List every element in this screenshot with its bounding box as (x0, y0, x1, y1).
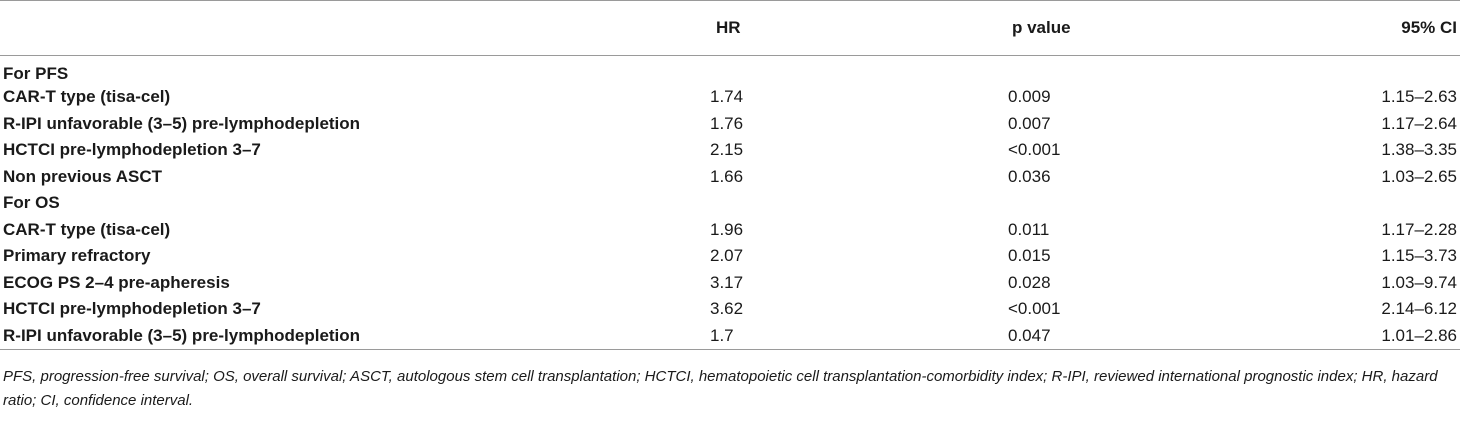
row-hr (660, 56, 850, 85)
row-p-value (850, 56, 1150, 85)
table-header: HR p value 95% CI (0, 0, 1460, 56)
row-p-value (850, 190, 1150, 217)
table-footnote: PFS, progression-free survival; OS, over… (3, 368, 1438, 409)
table-row: ECOG PS 2–4 pre-apheresis 3.17 0.028 1.0… (0, 270, 1460, 297)
row-p-value: 0.047 (850, 322, 1150, 350)
row-p-value: 0.015 (1008, 246, 1051, 266)
row-hr: 1.66 (710, 166, 744, 186)
table-row: CAR-T type (tisa-cel) 1.96 0.011 1.17–2.… (0, 217, 1460, 244)
header-ci: 95% CI (1150, 0, 1460, 56)
row-hr: 1.7 (660, 322, 850, 350)
row-ci: 2.14–6.12 (1381, 299, 1457, 319)
row-ci (1150, 190, 1460, 217)
row-ci: 1.03–2.65 (1381, 166, 1457, 186)
row-ci: 1.01–2.86 (1150, 322, 1460, 350)
results-table-container: HR p value 95% CI For PFS CAR-T type (ti… (0, 0, 1460, 350)
row-label: Primary refractory (3, 246, 151, 266)
row-hr: 2.07 (710, 246, 744, 266)
row-p-value: <0.001 (1008, 299, 1061, 319)
row-ci: 1.17–2.28 (1381, 219, 1457, 239)
table-row: R-IPI unfavorable (3–5) pre-lymphodeplet… (0, 322, 1460, 350)
row-hr: 3.62 (710, 299, 744, 319)
results-table: HR p value 95% CI For PFS CAR-T type (ti… (0, 0, 1460, 350)
header-label (0, 0, 660, 56)
row-label: For PFS (3, 64, 69, 83)
row-p-value: 0.028 (1008, 272, 1051, 292)
row-label: For OS (3, 193, 60, 213)
row-p-value: 0.011 (1008, 219, 1050, 239)
row-hr: 3.17 (710, 272, 744, 292)
row-label: CAR-T type (tisa-cel) (3, 87, 171, 107)
row-p-value: 0.007 (1008, 113, 1051, 133)
row-ci: 1.15–3.73 (1381, 246, 1457, 266)
row-p-value: 0.009 (1008, 87, 1051, 107)
header-p-value: p value (850, 0, 1150, 56)
row-ci: 1.17–2.64 (1381, 113, 1457, 133)
table-row: Non previous ASCT 1.66 0.036 1.03–2.65 (0, 164, 1460, 191)
table-row: For PFS (0, 56, 1460, 85)
header-hr: HR (660, 0, 850, 56)
table-row: CAR-T type (tisa-cel) 1.74 0.009 1.15–2.… (0, 84, 1460, 111)
row-hr (660, 190, 850, 217)
table-row: HCTCI pre-lymphodepletion 3–7 2.15 <0.00… (0, 137, 1460, 164)
row-hr: 1.96 (710, 219, 744, 239)
row-hr: 1.76 (710, 113, 744, 133)
row-hr: 2.15 (710, 140, 744, 160)
table-row: R-IPI unfavorable (3–5) pre-lymphodeplet… (0, 111, 1460, 138)
row-ci (1150, 56, 1460, 85)
row-p-value: 0.036 (1008, 166, 1051, 186)
row-label: HCTCI pre-lymphodepletion 3–7 (3, 299, 261, 319)
header-row: HR p value 95% CI (0, 0, 1460, 56)
row-label: R-IPI unfavorable (3–5) pre-lymphodeplet… (0, 322, 660, 350)
row-label: R-IPI unfavorable (3–5) pre-lymphodeplet… (3, 113, 361, 133)
row-p-value: <0.001 (1008, 140, 1061, 160)
table-row: For OS (0, 190, 1460, 217)
row-label: ECOG PS 2–4 pre-apheresis (3, 272, 230, 292)
row-label: Non previous ASCT (3, 166, 162, 186)
row-label: HCTCI pre-lymphodepletion 3–7 (3, 140, 261, 160)
row-ci: 1.15–2.63 (1381, 87, 1457, 107)
table-body: For PFS CAR-T type (tisa-cel) 1.74 0.009… (0, 56, 1460, 350)
row-ci: 1.38–3.35 (1381, 140, 1457, 160)
row-ci: 1.03–9.74 (1381, 272, 1457, 292)
row-label: CAR-T type (tisa-cel) (3, 219, 171, 239)
table-row: Primary refractory 2.07 0.015 1.15–3.73 (0, 243, 1460, 270)
row-hr: 1.74 (710, 87, 744, 107)
table-row: HCTCI pre-lymphodepletion 3–7 3.62 <0.00… (0, 296, 1460, 323)
